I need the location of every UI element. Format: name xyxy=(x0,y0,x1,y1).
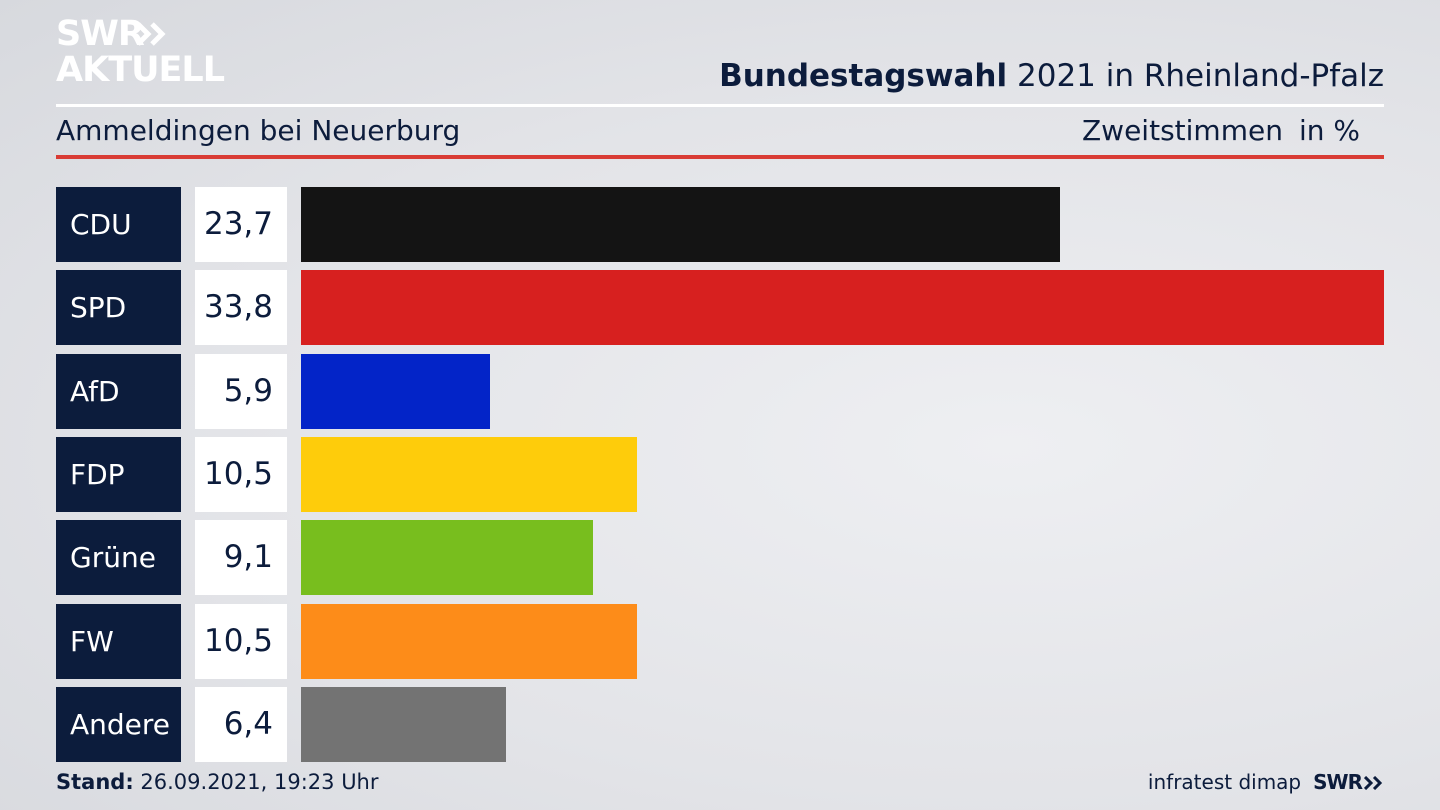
unit-label: in % xyxy=(1299,114,1361,147)
stand-label: Stand: xyxy=(56,770,134,794)
party-label-gr-ne: Grüne xyxy=(56,520,181,595)
logo-line-1: SWR xyxy=(56,14,145,54)
bar-cdu xyxy=(301,187,1060,262)
bar-gr-ne xyxy=(301,520,593,595)
value-label-andere: 6,4 xyxy=(195,687,287,762)
bar-andere xyxy=(301,687,506,762)
party-label-cdu: CDU xyxy=(56,187,181,262)
value-label-afd: 5,9 xyxy=(195,354,287,429)
value-label-spd: 33,8 xyxy=(195,270,287,345)
footer-logo-text: SWR xyxy=(1313,770,1363,794)
bar-afd xyxy=(301,354,490,429)
stand-value: 26.09.2021, 19:23 Uhr xyxy=(140,770,379,794)
party-label-andere: Andere xyxy=(56,687,181,762)
value-label-fdp: 10,5 xyxy=(195,437,287,512)
title-bold: Bundestagswahl xyxy=(719,58,1008,94)
source-text: infratest dimap xyxy=(1147,770,1302,794)
page-title: Bundestagswahl 2021 in Rheinland-Pfalz xyxy=(719,58,1384,94)
party-label-fw: FW xyxy=(56,604,181,679)
title-rest: 2021 in Rheinland-Pfalz xyxy=(1017,58,1384,94)
swr-aktuell-logo: SWR AKTUELL xyxy=(56,16,226,90)
footer-chevron-icon xyxy=(1363,775,1383,791)
subtitle-divider xyxy=(56,155,1384,159)
timestamp: Stand: 26.09.2021, 19:23 Uhr xyxy=(56,770,379,794)
metric-label: Zweitstimmen xyxy=(1082,114,1283,147)
party-label-afd: AfD xyxy=(56,354,181,429)
source-credit: infratest dimap SWR xyxy=(1148,770,1384,794)
value-label-fw: 10,5 xyxy=(195,604,287,679)
value-label-gr-ne: 9,1 xyxy=(195,520,287,595)
party-label-spd: SPD xyxy=(56,270,181,345)
chart-subtitle: Ammeldingen bei Neuerburg xyxy=(56,114,461,147)
bar-spd xyxy=(301,270,1384,345)
bar-fw xyxy=(301,604,637,679)
value-label-cdu: 23,7 xyxy=(195,187,287,262)
footer-swr-logo: SWR xyxy=(1313,770,1384,794)
logo-line-2: AKTUELL xyxy=(56,50,225,90)
party-label-fdp: FDP xyxy=(56,437,181,512)
double-chevron-icon xyxy=(136,22,166,46)
bar-fdp xyxy=(301,437,637,512)
title-divider xyxy=(56,104,1384,107)
